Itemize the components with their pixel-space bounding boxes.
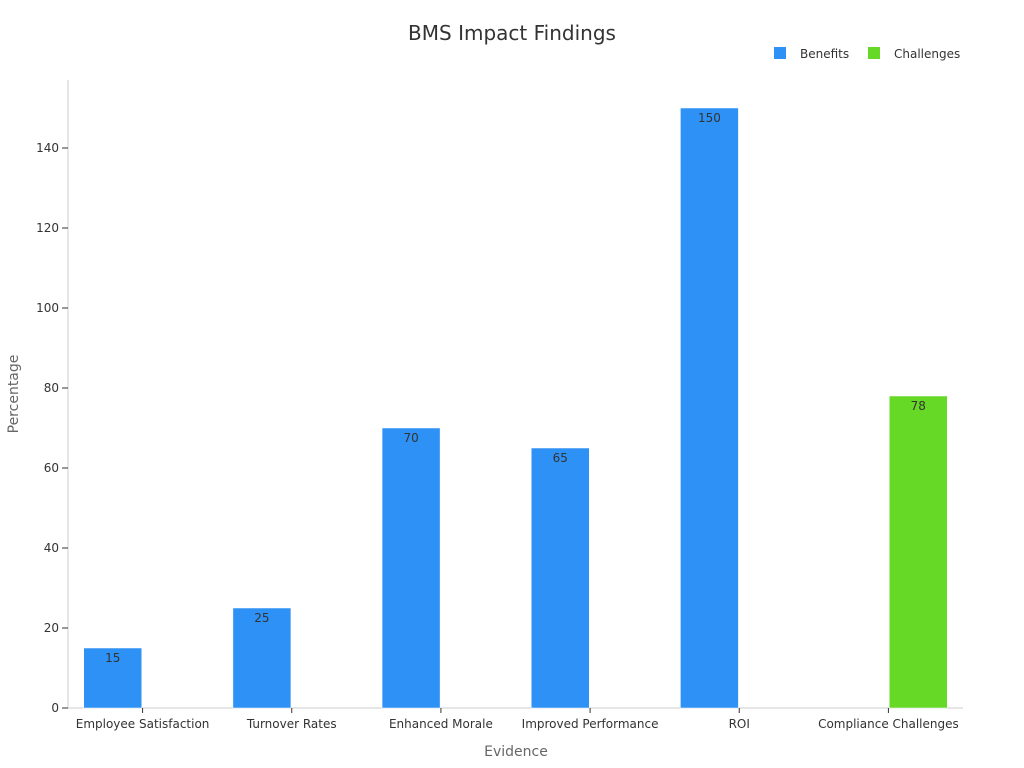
bars bbox=[83, 107, 948, 709]
x-tick-label: Employee Satisfaction bbox=[76, 717, 210, 731]
x-tick-label: Turnover Rates bbox=[246, 717, 337, 731]
chart-title: BMS Impact Findings bbox=[408, 21, 616, 45]
data-label: 25 bbox=[254, 611, 269, 625]
data-label: 70 bbox=[403, 431, 418, 445]
bar-benefits-2 bbox=[381, 427, 441, 709]
axes: 0 20 40 60 80 100 120 140 Employee Satisfaction T… bbox=[36, 80, 963, 731]
data-label: 65 bbox=[553, 451, 568, 465]
y-tick-label: 140 bbox=[36, 141, 59, 155]
data-labels: 15 25 70 65 150 78 bbox=[105, 111, 926, 665]
y-tick-label: 0 bbox=[51, 701, 59, 715]
y-tick-label: 100 bbox=[36, 301, 59, 315]
y-tick-label: 20 bbox=[44, 621, 59, 635]
legend-label-challenges: Challenges bbox=[894, 47, 960, 61]
x-tick-label: Improved Performance bbox=[522, 717, 659, 731]
legend: Benefits Challenges bbox=[774, 47, 960, 61]
data-label: 15 bbox=[105, 651, 120, 665]
y-axis-title: Percentage bbox=[6, 355, 22, 434]
legend-label-benefits: Benefits bbox=[800, 47, 849, 61]
bar-benefits-0 bbox=[83, 647, 142, 709]
y-tick-label: 80 bbox=[44, 381, 59, 395]
y-tick-label: 60 bbox=[44, 461, 59, 475]
y-tick-label: 40 bbox=[44, 541, 59, 555]
x-tick-label: Enhanced Morale bbox=[389, 717, 493, 731]
legend-swatch-challenges bbox=[868, 47, 880, 59]
bar-challenges-5 bbox=[889, 395, 948, 709]
y-tick-label: 120 bbox=[36, 221, 59, 235]
bar-benefits-3 bbox=[531, 447, 590, 709]
bar-benefits-4 bbox=[680, 107, 739, 709]
x-axis-title: Evidence bbox=[484, 744, 548, 760]
data-label: 78 bbox=[911, 399, 926, 413]
bar-benefits-1 bbox=[232, 607, 292, 709]
x-tick-label: ROI bbox=[729, 717, 750, 731]
data-label: 150 bbox=[698, 111, 721, 125]
legend-swatch-benefits bbox=[774, 47, 786, 59]
x-tick-label: Compliance Challenges bbox=[818, 717, 959, 731]
